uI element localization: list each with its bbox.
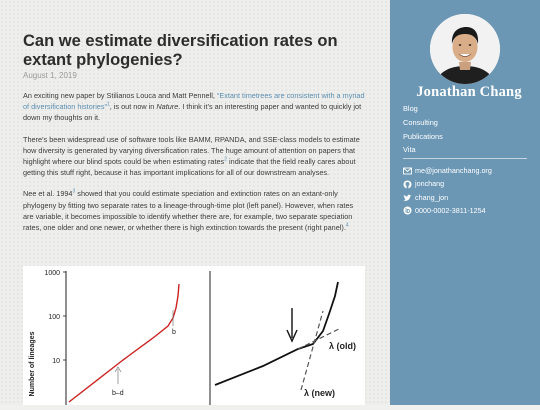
contact-github[interactable]: jonchang bbox=[403, 177, 492, 190]
contact-email-text: me@jonathanchang.org bbox=[415, 166, 492, 175]
sidebar-nav: Blog Consulting Publications Vita bbox=[403, 102, 443, 157]
ltt-curve-right bbox=[214, 281, 339, 386]
paragraph-nee: Nee et al. 19943 showed that you could e… bbox=[23, 188, 365, 233]
label-bd: b–d bbox=[112, 390, 124, 397]
tools-text: There’s been widespread use of software … bbox=[23, 134, 360, 167]
ltt-curve bbox=[68, 283, 180, 403]
y-tick-label: 10 bbox=[52, 358, 60, 365]
nav-item-blog[interactable]: Blog bbox=[403, 104, 418, 113]
footnote-ref[interactable]: 4 bbox=[345, 222, 349, 229]
post-date: August 1, 2019 bbox=[23, 71, 77, 80]
nav-item-consulting[interactable]: Consulting bbox=[403, 117, 438, 127]
journal-name: Nature bbox=[156, 102, 179, 112]
ltt-figure: 1000 100 10 Number of lineages b b–d λ (… bbox=[23, 266, 365, 405]
intro-text: . I think it’s an interesting paper and … bbox=[23, 102, 362, 123]
footnote-ref[interactable]: 2 bbox=[224, 156, 227, 163]
down-arrow-head bbox=[286, 329, 298, 343]
footnote-ref[interactable]: 3 bbox=[72, 189, 76, 195]
label-lambda-old: λ (old) bbox=[329, 341, 356, 351]
contact-orcid-text: 0000-0002-3811-1254 bbox=[415, 206, 486, 216]
footnote-ref[interactable]: 1 bbox=[106, 101, 110, 108]
ltt-figure-svg: 1000 100 10 Number of lineages b b–d λ (… bbox=[29, 270, 356, 405]
contact-orcid[interactable]: 0000-0002-3811-1254 bbox=[403, 204, 492, 217]
site-name[interactable]: Jonathan Chang bbox=[416, 84, 522, 100]
lambda-new-dashed bbox=[300, 310, 324, 391]
contact-twitter-text: chang_jon bbox=[415, 192, 449, 202]
y-tick-label: 1000 bbox=[44, 270, 60, 277]
avatar bbox=[430, 14, 500, 84]
intro-text: , is out now in bbox=[109, 102, 157, 112]
pointer-arrow-bd bbox=[114, 366, 122, 373]
orcid-icon bbox=[403, 206, 412, 215]
github-icon bbox=[403, 180, 412, 189]
label-lambda-new: λ (new) bbox=[304, 388, 335, 398]
nav-item-publications[interactable]: Publications bbox=[403, 131, 443, 141]
paragraph-intro: An exciting new paper by Stilianos Louca… bbox=[23, 90, 365, 124]
intro-text: An exciting new paper by Stilianos Louca… bbox=[23, 91, 217, 100]
y-axis-label: Number of lineages bbox=[29, 331, 36, 396]
twitter-icon bbox=[403, 193, 412, 202]
y-tick-label: 100 bbox=[48, 314, 60, 321]
post-content: Can we estimate diversification rates on… bbox=[23, 32, 365, 233]
paper-link[interactable]: “Extant timetrees are consistent with a … bbox=[23, 91, 365, 112]
contact-list: me@jonathanchang.org jonchang chang_jon … bbox=[403, 164, 492, 218]
sidebar-divider bbox=[403, 158, 527, 159]
contact-email[interactable]: me@jonathanchang.org bbox=[403, 164, 492, 177]
nav-item-vita[interactable]: Vita bbox=[403, 145, 416, 155]
paragraph-tools: There’s been widespread use of software … bbox=[23, 134, 365, 179]
mail-icon bbox=[403, 166, 412, 175]
contact-github-text: jonchang bbox=[415, 179, 445, 189]
nee-text: Nee et al. 1994 bbox=[23, 189, 73, 199]
tools-text: indicate that the field really cares abo… bbox=[23, 157, 356, 178]
contact-twitter[interactable]: chang_jon bbox=[403, 191, 492, 204]
sidebar: Jonathan Chang Blog Consulting Publicati… bbox=[390, 0, 540, 405]
post-title: Can we estimate diversification rates on… bbox=[23, 32, 338, 69]
nee-text: showed that you could estimate speciatio… bbox=[23, 189, 354, 233]
avatar-image bbox=[430, 14, 500, 84]
label-b: b bbox=[172, 329, 176, 336]
